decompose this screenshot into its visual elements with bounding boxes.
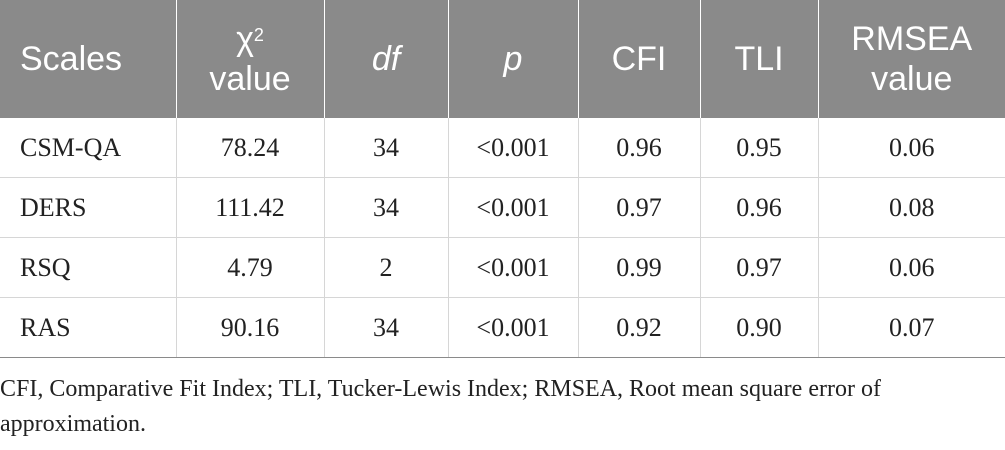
rmsea-label: RMSEA [851, 20, 973, 58]
cell-chi-square: 111.42 [176, 177, 325, 238]
cell-chi-square: 4.79 [176, 237, 325, 298]
cell-chi-square: 78.24 [176, 118, 325, 178]
header-row: Scales χ2 value df p CFI TLI RMSEA value [0, 0, 1005, 118]
cell-rmsea: 0.06 [818, 118, 1005, 178]
cell-tli: 0.90 [700, 297, 819, 358]
p-label: p [503, 40, 523, 78]
cell-rmsea: 0.07 [818, 297, 1005, 358]
cell-p: <0.001 [448, 297, 579, 358]
header-rmsea: RMSEA value [818, 0, 1005, 118]
cell-rmsea: 0.06 [818, 237, 1005, 298]
rmsea-value-label: value [871, 60, 953, 98]
cell-df: 34 [324, 177, 449, 238]
cell-rmsea: 0.08 [818, 177, 1005, 238]
cell-cfi: 0.96 [578, 118, 701, 178]
cell-chi-square: 90.16 [176, 297, 325, 358]
table-row: CSM-QA 78.24 34 <0.001 0.96 0.95 0.06 [0, 118, 1005, 178]
cell-cfi: 0.99 [578, 237, 701, 298]
header-cfi: CFI [578, 0, 701, 118]
cell-cfi: 0.92 [578, 297, 701, 358]
table-body: CSM-QA 78.24 34 <0.001 0.96 0.95 0.06 DE… [0, 118, 1005, 358]
chi-symbol: χ [236, 20, 254, 58]
model-fit-table: Scales χ2 value df p CFI TLI RMSEA value… [0, 0, 1005, 358]
table-row: DERS 111.42 34 <0.001 0.97 0.96 0.08 [0, 177, 1005, 238]
cell-scale: RSQ [0, 237, 177, 298]
chi-superscript: 2 [253, 25, 264, 45]
cell-scale: DERS [0, 177, 177, 238]
cell-df: 34 [324, 118, 449, 178]
header-tli: TLI [700, 0, 819, 118]
cell-tli: 0.96 [700, 177, 819, 238]
header-chi-square: χ2 value [176, 0, 325, 118]
table-footnote: CFI, Comparative Fit Index; TLI, Tucker-… [0, 376, 881, 437]
cell-df: 34 [324, 297, 449, 358]
cell-tli: 0.95 [700, 118, 819, 178]
cell-df: 2 [324, 237, 449, 298]
cell-cfi: 0.97 [578, 177, 701, 238]
cell-scale: CSM-QA [0, 118, 177, 178]
cell-p: <0.001 [448, 237, 579, 298]
cell-tli: 0.97 [700, 237, 819, 298]
cell-p: <0.001 [448, 118, 579, 178]
chi-square-symbol: χ2 [236, 20, 264, 58]
table-header: Scales χ2 value df p CFI TLI RMSEA value [0, 0, 1005, 118]
df-label: df [371, 40, 401, 78]
table-row: RAS 90.16 34 <0.001 0.92 0.90 0.07 [0, 297, 1005, 358]
model-fit-table-container: Scales χ2 value df p CFI TLI RMSEA value… [0, 0, 1005, 358]
header-p: p [448, 0, 579, 118]
cell-p: <0.001 [448, 177, 579, 238]
chi-value-label: value [209, 60, 291, 98]
table-row: RSQ 4.79 2 <0.001 0.99 0.97 0.06 [0, 237, 1005, 298]
header-scales: Scales [0, 0, 177, 118]
cell-scale: RAS [0, 297, 177, 358]
header-df: df [324, 0, 449, 118]
